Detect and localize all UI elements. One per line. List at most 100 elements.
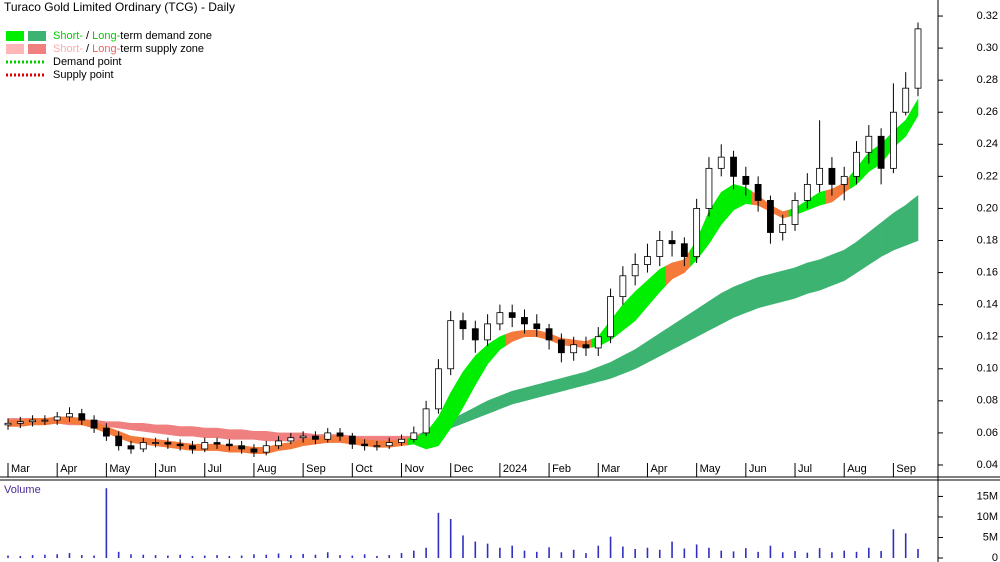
volume-bar xyxy=(363,554,366,558)
y-tick-label: 0.16 xyxy=(977,266,998,278)
candle-body xyxy=(189,445,196,450)
zone-segment xyxy=(727,284,740,322)
legend-label: Short- / Long-term demand zone xyxy=(53,30,212,42)
volume-bar xyxy=(339,555,341,558)
legend-text: Short- xyxy=(53,30,83,42)
candle-body xyxy=(865,135,873,153)
volume-bar xyxy=(425,547,427,558)
candle-body xyxy=(127,445,135,450)
x-tick-label: 2024 xyxy=(503,463,527,475)
volume-bar xyxy=(658,549,661,558)
volume-bar xyxy=(523,550,526,558)
volume-bar xyxy=(80,555,83,558)
candle-body xyxy=(644,256,651,265)
candle-body xyxy=(250,448,258,453)
candle-body xyxy=(471,328,479,341)
volume-bar xyxy=(880,551,882,558)
legend-text: / xyxy=(83,43,92,55)
x-tick-label: Jul xyxy=(798,463,812,475)
legend-swatch xyxy=(28,44,46,54)
candle-body xyxy=(545,328,553,341)
candle-body xyxy=(853,151,860,177)
candle-body xyxy=(631,264,639,277)
zone-segment xyxy=(763,272,777,307)
candle-body xyxy=(324,432,332,440)
volume-title: Volume xyxy=(4,484,41,496)
candle-body xyxy=(447,320,455,370)
candle-body xyxy=(803,183,811,201)
volume-bar xyxy=(486,543,489,558)
zone-segment xyxy=(813,256,827,293)
candle-body xyxy=(656,240,664,257)
volume-bar xyxy=(203,555,206,558)
volume-bar xyxy=(806,552,809,558)
candle-body xyxy=(225,443,233,447)
zone-segment xyxy=(911,194,919,244)
x-tick-label: Aug xyxy=(847,463,867,475)
candle-body xyxy=(275,440,282,447)
legend-swatch xyxy=(6,31,24,41)
candle-body xyxy=(385,442,393,447)
volume-bar xyxy=(548,547,550,558)
candle-body xyxy=(705,167,713,209)
candles xyxy=(4,22,922,558)
volume-bar xyxy=(326,552,329,558)
legend-label: Short- / Long-term supply zone xyxy=(53,43,204,55)
x-tick-label: May xyxy=(700,463,721,475)
candle-body xyxy=(152,442,159,444)
y-tick-label: 0.28 xyxy=(977,74,998,86)
volume-bar xyxy=(597,545,600,558)
y-tick-label: 0.22 xyxy=(977,170,998,182)
candle-body xyxy=(16,421,24,424)
volume-bar xyxy=(68,553,71,558)
volume-bar xyxy=(892,529,895,558)
volume-bar xyxy=(511,545,513,558)
volume-bar xyxy=(745,548,747,558)
zone-segment xyxy=(776,268,790,304)
y-tick-label: 0.30 xyxy=(977,42,998,54)
volume-bar xyxy=(179,554,181,558)
y-tick-label: 0.10 xyxy=(977,363,998,375)
x-tick-label: May xyxy=(109,463,130,475)
candle-body xyxy=(139,442,147,450)
x-tick-label: Jun xyxy=(749,463,767,475)
y-tick-label: 0.26 xyxy=(977,106,998,118)
candle-body xyxy=(557,339,565,354)
candle-body xyxy=(582,344,590,349)
volume-bar xyxy=(253,554,255,558)
volume-bar xyxy=(585,553,587,558)
volume-bar xyxy=(31,555,34,558)
zone-segment xyxy=(186,426,199,438)
candle-body xyxy=(459,320,467,330)
x-tick-label: Sep xyxy=(896,463,916,475)
volume-bar xyxy=(781,552,784,558)
candle-body xyxy=(754,183,762,201)
candle-body xyxy=(348,435,356,445)
candle-body xyxy=(435,368,442,410)
candle-body xyxy=(361,443,369,447)
chart-title: Turaco Gold Limited Ordinary (TCG) - Dai… xyxy=(4,0,235,14)
candle-body xyxy=(902,87,910,113)
legend-text: term demand zone xyxy=(120,30,212,42)
x-tick-label: Nov xyxy=(405,463,425,475)
volume-bar xyxy=(191,555,194,558)
legend-label: Supply point xyxy=(53,69,114,81)
volume-bar xyxy=(831,552,833,558)
volume-bar xyxy=(351,555,354,558)
candle-body xyxy=(213,442,221,445)
candle-body xyxy=(53,416,61,421)
zone-segment xyxy=(800,260,814,297)
x-tick-label: Sep xyxy=(306,463,326,475)
y-tick-label: 0.12 xyxy=(977,331,998,343)
y-tick-label: 10M xyxy=(977,511,998,523)
volume-bar xyxy=(240,555,243,558)
candle-body xyxy=(779,224,787,233)
legend-swatch xyxy=(6,44,24,54)
zone-segment xyxy=(788,264,802,301)
volume-bar xyxy=(855,551,858,558)
volume-bar xyxy=(7,555,9,558)
legend-text: Demand point xyxy=(53,56,122,68)
candle-body xyxy=(299,435,307,439)
candle-body xyxy=(287,437,295,442)
y-tick-label: 0.20 xyxy=(977,202,998,214)
